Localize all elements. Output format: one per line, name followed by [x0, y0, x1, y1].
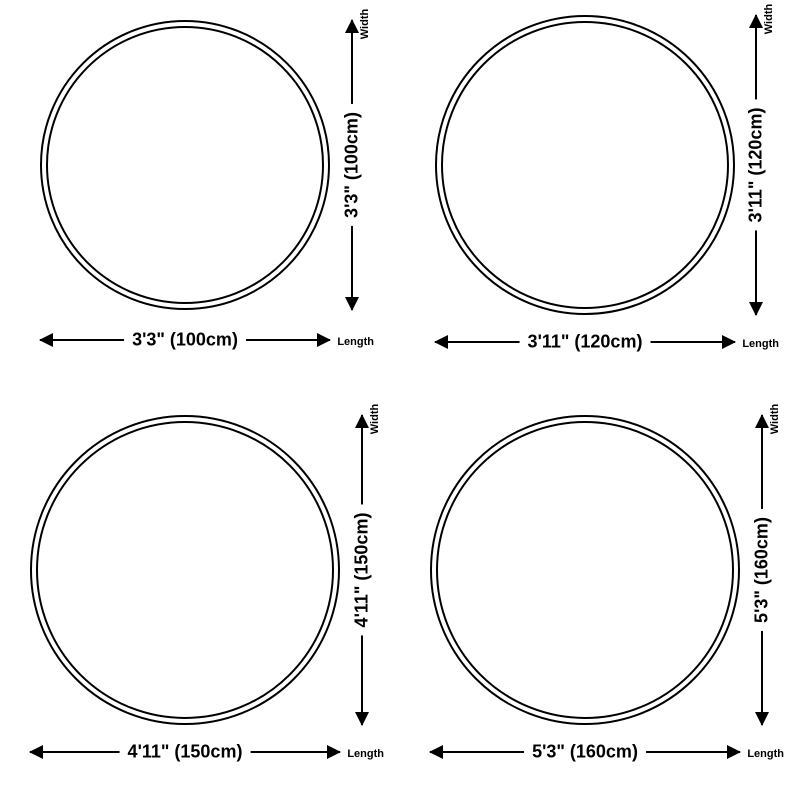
arrow-right-icon — [727, 745, 741, 759]
length-value: 3'11" (120cm) — [520, 332, 651, 353]
arrow-up-icon — [355, 414, 369, 428]
arrow-down-icon — [345, 297, 359, 311]
arrow-up-icon — [755, 414, 769, 428]
length-value: 5'3" (160cm) — [524, 742, 646, 763]
length-dimension: 5'3" (160cm) Length — [430, 738, 740, 766]
ring-inner — [436, 421, 734, 719]
width-value: 5'3" (160cm) — [752, 509, 773, 631]
width-dimension: 3'11" (120cm) Width — [742, 15, 770, 315]
arrow-down-icon — [749, 302, 763, 316]
width-sublabel: Width — [769, 404, 781, 434]
length-value: 3'3" (100cm) — [124, 330, 246, 351]
ring-inner — [46, 26, 324, 304]
arrow-up-icon — [345, 19, 359, 33]
length-dimension: 3'11" (120cm) Length — [435, 328, 735, 356]
width-sublabel: Width — [369, 404, 381, 434]
arrow-right-icon — [722, 335, 736, 349]
ring-inner — [36, 421, 334, 719]
arrow-down-icon — [355, 712, 369, 726]
size-panel-160: 5'3" (160cm) Length 5'3" (160cm) Width — [400, 400, 800, 800]
width-value: 3'3" (100cm) — [342, 104, 363, 226]
arrow-left-icon — [39, 333, 53, 347]
length-dimension: 4'11" (150cm) Length — [30, 738, 340, 766]
length-sublabel: Length — [347, 748, 384, 760]
arrow-down-icon — [755, 712, 769, 726]
width-value: 4'11" (150cm) — [352, 505, 373, 636]
length-sublabel: Length — [337, 336, 374, 348]
size-panel-100: 3'3" (100cm) Length 3'3" (100cm) Width — [0, 0, 400, 400]
length-dimension: 3'3" (100cm) Length — [40, 326, 330, 354]
width-dimension: 5'3" (160cm) Width — [748, 415, 776, 725]
size-guide: 3'3" (100cm) Length 3'3" (100cm) Width 3… — [0, 0, 800, 800]
arrow-left-icon — [29, 745, 43, 759]
arrow-right-icon — [317, 333, 331, 347]
arrow-left-icon — [434, 335, 448, 349]
width-dimension: 3'3" (100cm) Width — [338, 20, 366, 310]
arrow-up-icon — [749, 14, 763, 28]
length-value: 4'11" (150cm) — [120, 742, 251, 763]
width-sublabel: Width — [359, 9, 371, 39]
width-dimension: 4'11" (150cm) Width — [348, 415, 376, 725]
size-panel-150: 4'11" (150cm) Length 4'11" (150cm) Width — [0, 400, 400, 800]
ring-inner — [441, 21, 729, 309]
arrow-right-icon — [327, 745, 341, 759]
arrow-left-icon — [429, 745, 443, 759]
width-value: 3'11" (120cm) — [746, 100, 767, 231]
length-sublabel: Length — [747, 748, 784, 760]
length-sublabel: Length — [742, 338, 779, 350]
width-sublabel: Width — [763, 4, 775, 34]
size-panel-120: 3'11" (120cm) Length 3'11" (120cm) Width — [400, 0, 800, 400]
